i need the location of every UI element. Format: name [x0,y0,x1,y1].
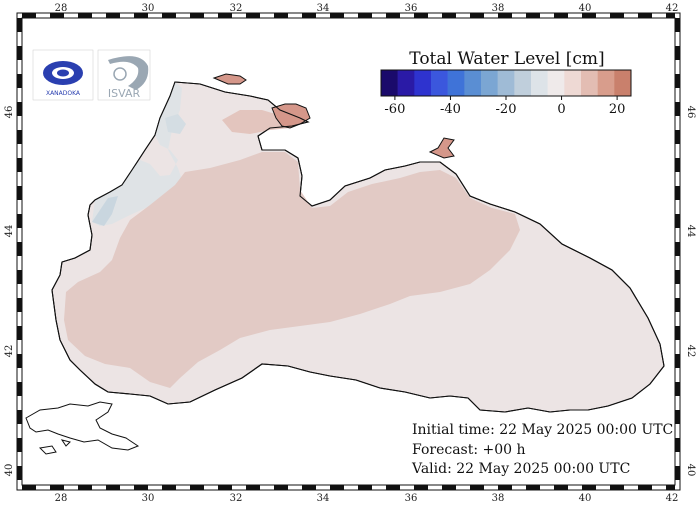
colorbar-swatch [381,70,398,96]
colorbar-title: Total Water Level [cm] [409,49,604,69]
valid-text: Valid: 22 May 2025 00:00 UTC [411,461,630,477]
frame-scale-bars [17,13,680,490]
map-frame [16,12,681,491]
colorbar-tick-label: -60 [384,102,405,117]
colorbar-swatch [597,70,615,96]
lat-label-left: 42 [4,345,15,358]
lat-label-right: 46 [685,106,696,119]
lat-label-left: 44 [4,225,15,238]
forecast-info: Initial time: 22 May 2025 00:00 UTC Fore… [411,422,673,477]
lon-label-top: 34 [317,3,330,14]
forecast-text: Forecast: +00 h [412,442,526,458]
lon-label-top: 32 [230,3,243,14]
lon-label-bottom: 36 [405,493,418,504]
logo-left-text: XANADOKA [46,90,81,97]
lon-label-bottom: 30 [142,493,155,504]
colorbar-swatch [431,70,448,96]
colorbar-tick-label: -40 [440,102,461,117]
colorbar-swatch [581,70,598,96]
colorbar-swatch [397,70,415,96]
colorbar-swatch [564,70,582,96]
lon-label-bottom: 32 [230,493,243,504]
lon-label-bottom: 42 [666,493,679,504]
nw-low-patch [92,196,118,226]
colorbar-swatch [514,70,532,96]
axis-labels: 28 28 30 30 32 32 34 34 36 36 38 38 40 40 42 42 40 40 42 42… [4,3,696,504]
colorbar-swatch [481,70,498,96]
lon-label-bottom: 28 [55,493,68,504]
colorbar-swatch [464,70,482,96]
lon-label-top: 28 [55,3,68,14]
colorbar-tick-label: -20 [496,102,517,117]
colorbar-tick-labels: -60 -40 -20 0 20 [384,96,625,117]
lat-label-left: 46 [4,106,15,119]
lat-label-right: 40 [685,464,696,477]
kerch-strait [428,137,455,159]
lat-label-left: 40 [4,464,15,477]
lon-label-bottom: 38 [492,493,505,504]
lon-label-top: 38 [492,3,505,14]
central-high-level [64,152,520,388]
colorbar-swatch [497,70,515,96]
coastline [51,81,665,413]
colorbar-tick-label: 0 [557,102,565,117]
colorbar-swatch [614,70,632,96]
lat-label-right: 44 [685,225,696,238]
logo-right-icon [108,56,149,90]
lon-label-top: 40 [579,3,592,14]
initial-time-text: Initial time: 22 May 2025 00:00 UTC [412,422,673,438]
colorbar-swatch [547,70,565,96]
colorbar: Total Water Level [cm] -60 -40 -20 0 20 [380,49,632,117]
lon-label-top: 30 [142,3,155,14]
colorbar-swatches [380,69,632,97]
lat-label-right: 42 [685,345,696,358]
colorbar-swatch [414,70,432,96]
logo-right-text: ISVAR [108,87,141,100]
azov-north-bay [212,73,247,85]
lon-label-bottom: 34 [317,493,330,504]
lon-label-top: 42 [666,3,679,14]
colorbar-swatch [447,70,465,96]
colorbar-tick-label: 20 [609,102,626,117]
logos: XANADOKA ISVAR [32,49,151,101]
marmara-coast [25,401,140,455]
lon-label-top: 36 [405,3,418,14]
colorbar-swatch [531,70,548,96]
lon-label-bottom: 40 [579,493,592,504]
odessa-low-patch [165,114,186,134]
